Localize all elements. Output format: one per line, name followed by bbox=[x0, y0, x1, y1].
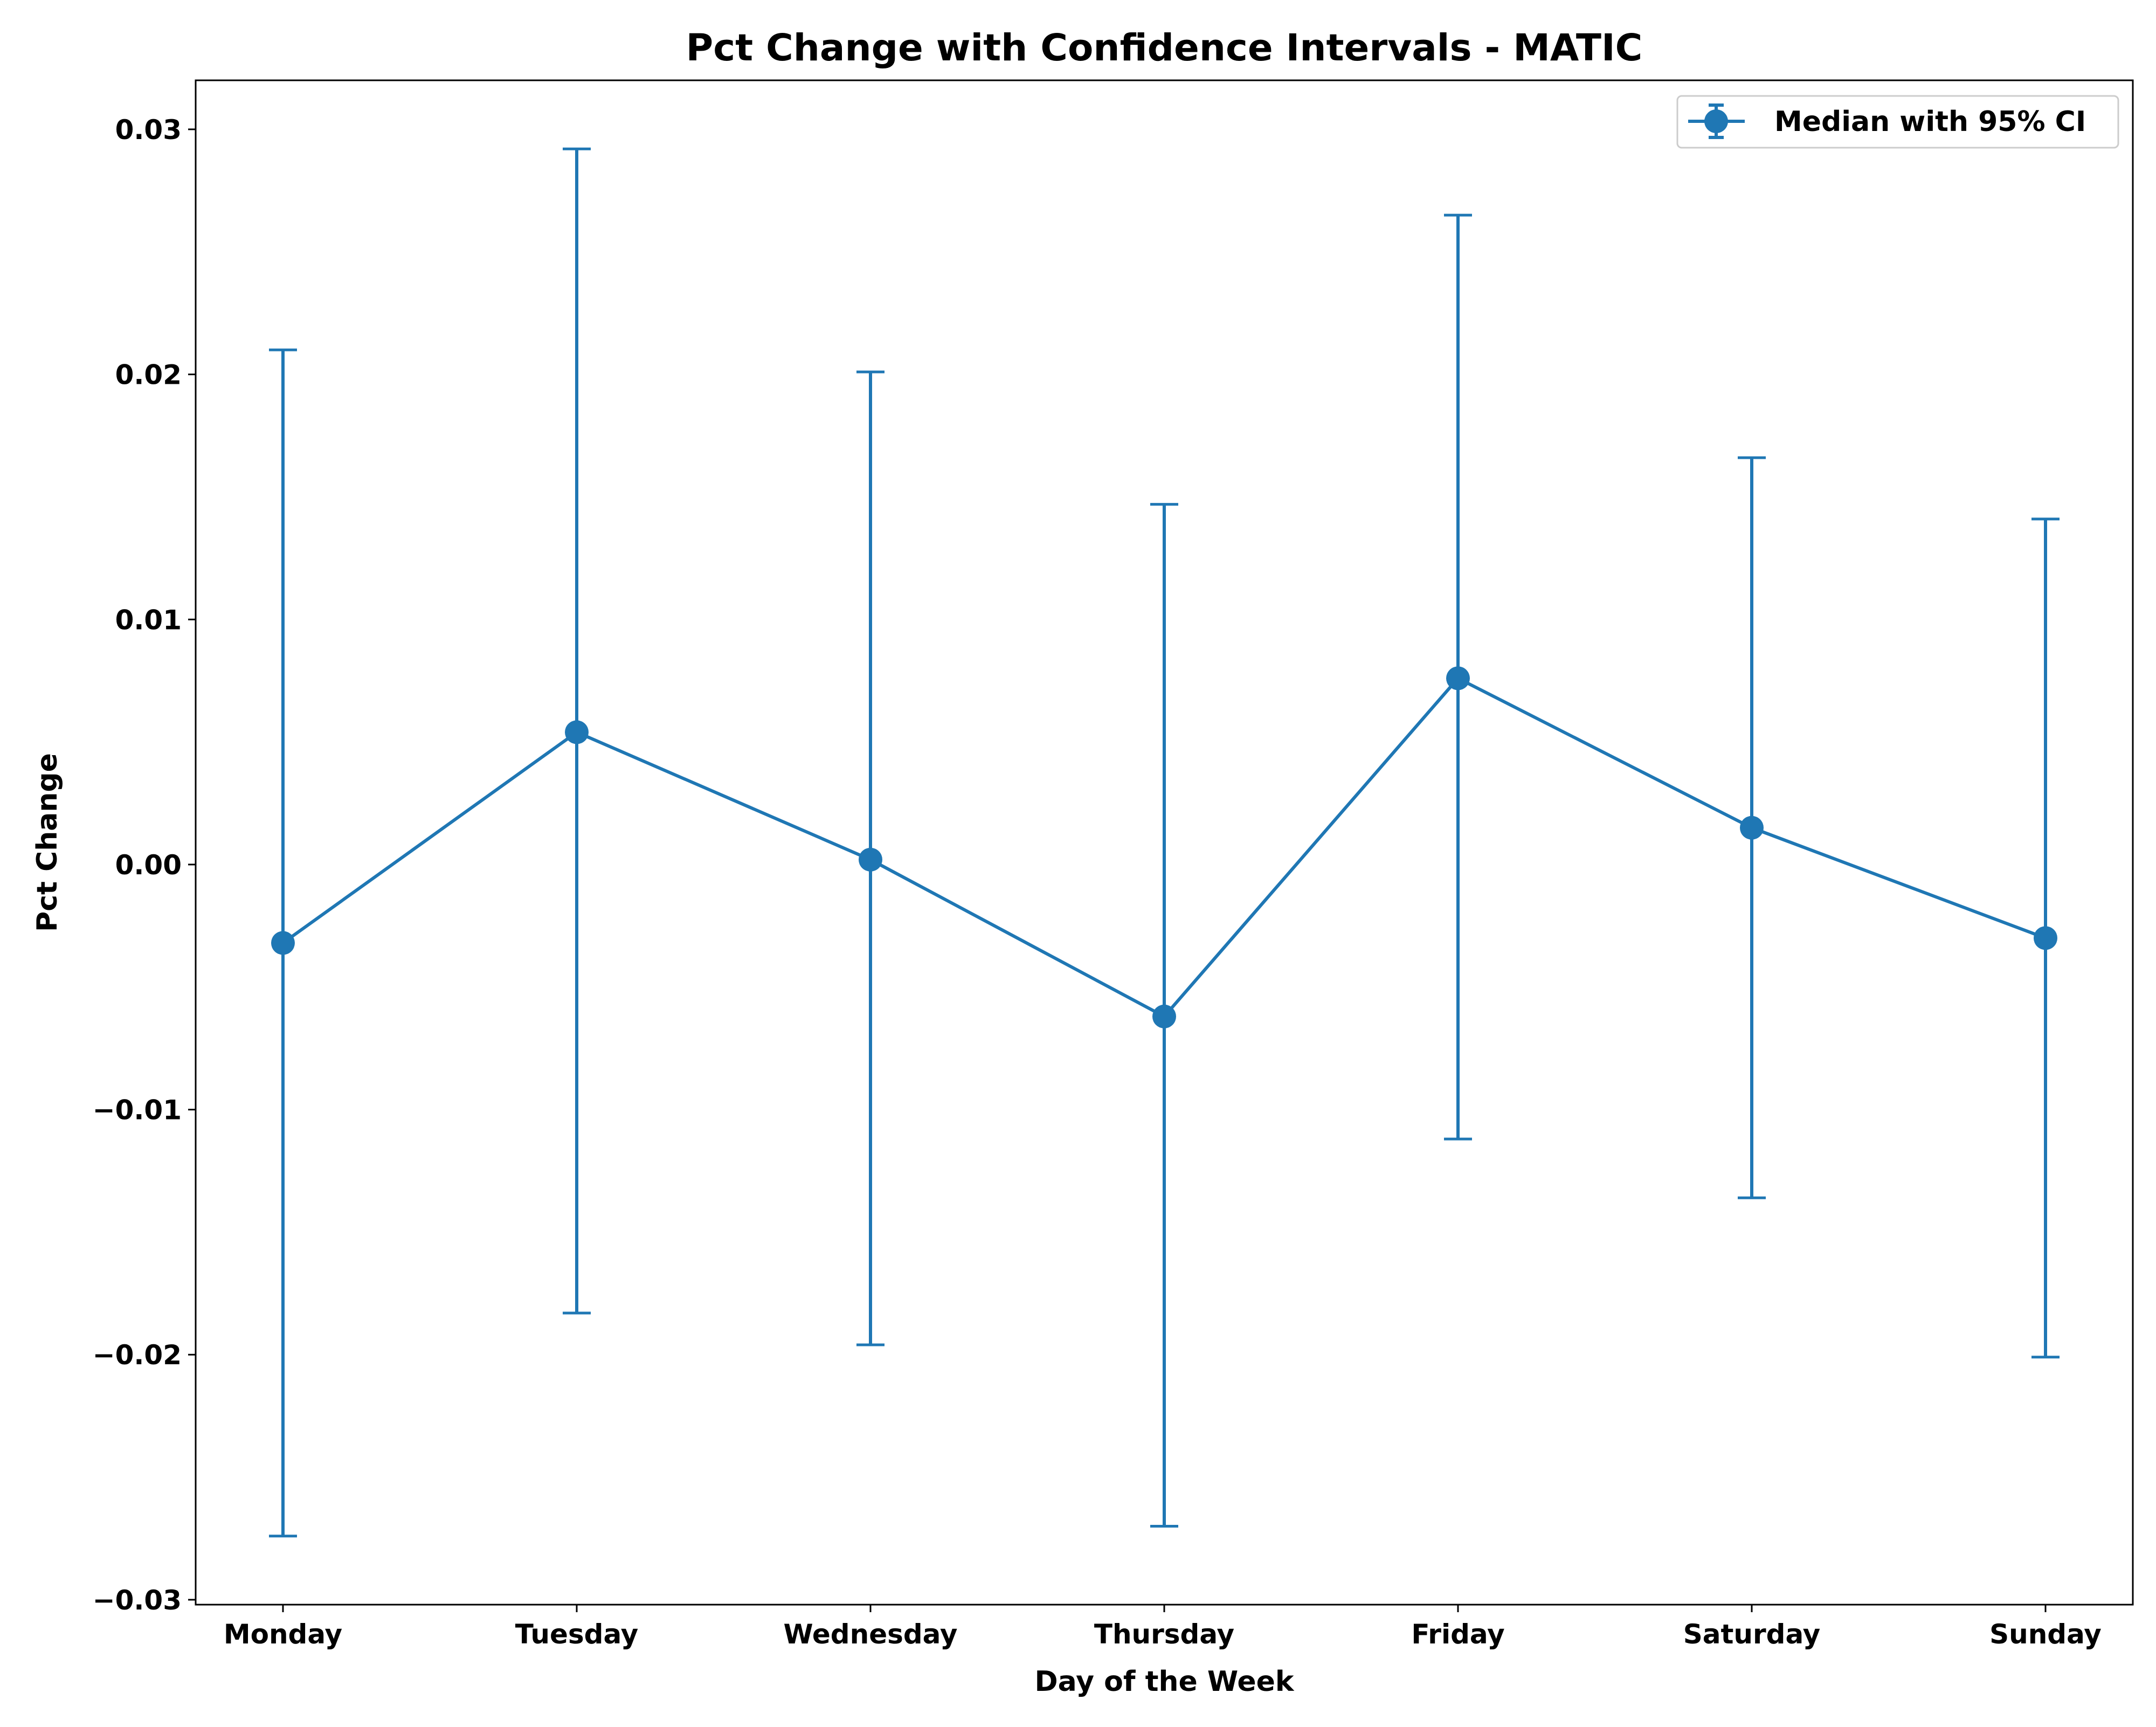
y-axis-label: Pct Change bbox=[31, 753, 64, 932]
legend-box bbox=[1676, 95, 2119, 149]
data-point bbox=[565, 720, 589, 744]
y-tick-label: 0.00 bbox=[115, 849, 182, 881]
plot-frame bbox=[195, 79, 2134, 1606]
legend-point-marker bbox=[1704, 109, 1728, 133]
chart-title: Pct Change with Confidence Intervals - M… bbox=[686, 26, 1643, 70]
x-axis-label: Day of the Week bbox=[1035, 1666, 1295, 1698]
x-tick-label: Monday bbox=[224, 1619, 342, 1650]
x-tick-label: Tuesday bbox=[515, 1619, 638, 1650]
y-tick-label: 0.02 bbox=[115, 360, 182, 391]
plot-area: 0.03 0.02 0.01 0.00 −0.01 −0.02 −0.03 Monday Tue… bbox=[93, 114, 2102, 1650]
legend-label: Median with 95% CI bbox=[1774, 106, 2086, 138]
x-tick-label: Sunday bbox=[1989, 1619, 2102, 1650]
data-point bbox=[2034, 926, 2057, 950]
y-tick-label: −0.02 bbox=[93, 1339, 182, 1371]
y-tick-label: −0.03 bbox=[93, 1585, 182, 1616]
y-tick-label: −0.01 bbox=[93, 1095, 182, 1126]
data-point bbox=[859, 847, 882, 872]
data-point bbox=[271, 931, 295, 955]
data-point bbox=[1152, 1004, 1176, 1028]
y-tick-label: 0.03 bbox=[115, 114, 182, 146]
x-tick-label: Wednesday bbox=[784, 1619, 958, 1650]
x-tick-label: Friday bbox=[1411, 1619, 1504, 1650]
data-point bbox=[1446, 666, 1470, 690]
data-point bbox=[1740, 816, 1764, 840]
x-tick-label: Saturday bbox=[1683, 1619, 1821, 1650]
legend: Median with 95% CI bbox=[1676, 95, 2119, 149]
y-tick-label: 0.01 bbox=[115, 604, 182, 635]
x-tick-label: Thursday bbox=[1094, 1619, 1234, 1650]
